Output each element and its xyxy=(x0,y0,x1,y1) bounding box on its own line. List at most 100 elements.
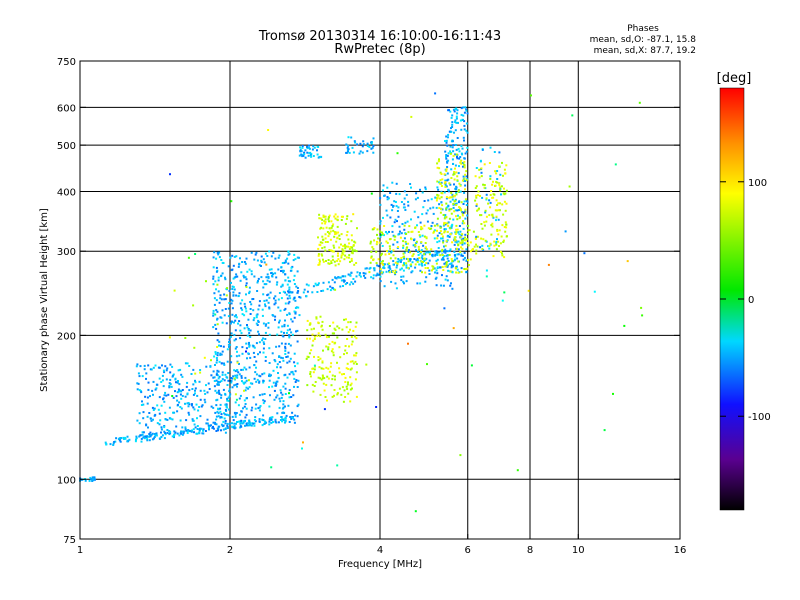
y-tick-label: 300 xyxy=(57,247,76,258)
data-point xyxy=(173,436,175,439)
data-point xyxy=(423,263,426,266)
data-point xyxy=(344,376,347,379)
data-point xyxy=(414,263,417,266)
data-point xyxy=(372,274,375,277)
data-point xyxy=(492,216,495,219)
data-point xyxy=(440,201,443,204)
data-point xyxy=(257,280,259,282)
data-point xyxy=(455,185,458,188)
data-point xyxy=(336,392,339,395)
data-point xyxy=(296,362,299,365)
data-point xyxy=(163,430,166,433)
data-point xyxy=(376,264,379,267)
data-point xyxy=(244,305,247,308)
data-point xyxy=(187,256,190,259)
data-point xyxy=(313,355,315,358)
data-point xyxy=(445,250,448,253)
data-point xyxy=(318,243,321,246)
data-point xyxy=(293,418,296,421)
data-point xyxy=(262,293,265,296)
data-point xyxy=(255,251,258,254)
data-point xyxy=(175,381,177,384)
data-point xyxy=(380,254,383,257)
data-point xyxy=(334,329,337,331)
data-point xyxy=(485,193,488,196)
data-point xyxy=(291,291,294,294)
data-point xyxy=(230,320,233,323)
data-point xyxy=(276,333,279,336)
data-point xyxy=(300,153,303,156)
data-point xyxy=(370,276,373,279)
data-point xyxy=(166,367,169,370)
data-point xyxy=(345,245,348,248)
data-point xyxy=(350,281,353,284)
data-point xyxy=(444,228,447,231)
data-point xyxy=(306,384,309,387)
data-point xyxy=(447,189,450,191)
data-point xyxy=(206,422,209,425)
data-point xyxy=(221,350,224,353)
data-point xyxy=(434,277,437,280)
data-point xyxy=(239,257,241,260)
data-point xyxy=(449,200,452,203)
data-point xyxy=(287,302,290,305)
data-point xyxy=(255,360,258,363)
data-point xyxy=(457,172,460,175)
colorbar-tick-label: -100 xyxy=(748,412,771,423)
data-point xyxy=(319,377,322,380)
data-point xyxy=(475,194,478,197)
data-point xyxy=(217,279,220,282)
data-point xyxy=(328,370,331,373)
data-point xyxy=(294,258,297,261)
data-point xyxy=(441,208,444,211)
data-point xyxy=(483,163,486,166)
data-point xyxy=(160,404,163,407)
data-point xyxy=(444,214,447,217)
data-point xyxy=(455,271,458,274)
data-point xyxy=(445,168,448,171)
x-tick-label: 16 xyxy=(674,545,687,556)
data-point xyxy=(465,268,468,271)
data-point xyxy=(203,398,206,401)
data-point xyxy=(449,183,452,186)
data-point xyxy=(319,357,322,360)
data-point xyxy=(583,252,586,255)
data-point xyxy=(488,245,491,247)
data-point xyxy=(288,421,291,423)
data-point xyxy=(343,258,346,261)
data-point xyxy=(218,301,221,304)
data-point xyxy=(389,216,392,219)
data-point xyxy=(327,235,330,238)
data-point xyxy=(448,217,451,220)
data-point xyxy=(220,396,223,399)
data-point xyxy=(222,424,225,427)
data-point xyxy=(498,229,501,232)
data-point xyxy=(370,147,373,150)
data-point xyxy=(382,266,385,269)
data-point xyxy=(217,389,220,392)
data-point xyxy=(465,109,468,112)
data-point xyxy=(484,239,487,242)
data-point xyxy=(419,235,422,238)
data-point xyxy=(452,150,455,153)
data-point xyxy=(475,203,478,206)
data-point xyxy=(268,379,271,382)
data-point xyxy=(564,230,567,233)
data-point xyxy=(308,337,311,340)
data-point xyxy=(448,235,451,238)
data-point xyxy=(359,150,362,153)
data-point xyxy=(416,196,419,199)
data-point xyxy=(244,419,246,422)
data-point xyxy=(232,286,235,288)
data-point xyxy=(253,346,256,349)
data-point xyxy=(447,136,449,139)
data-point xyxy=(503,226,506,228)
data-point xyxy=(194,253,197,255)
data-point xyxy=(323,215,326,218)
data-point xyxy=(389,192,392,194)
data-point xyxy=(233,321,235,324)
data-point xyxy=(137,372,140,375)
data-point xyxy=(457,240,460,243)
data-point xyxy=(397,206,400,209)
data-point xyxy=(385,231,387,233)
